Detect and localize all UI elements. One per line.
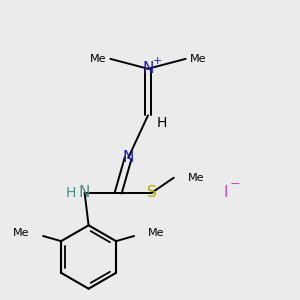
Text: H: H bbox=[157, 116, 167, 130]
Text: N: N bbox=[142, 61, 154, 76]
Text: Me: Me bbox=[188, 173, 204, 183]
Text: Me: Me bbox=[148, 228, 164, 238]
Text: Me: Me bbox=[13, 228, 29, 238]
Text: N: N bbox=[79, 185, 90, 200]
Text: S: S bbox=[147, 185, 157, 200]
Text: Me: Me bbox=[190, 54, 206, 64]
Text: I: I bbox=[223, 185, 227, 200]
Text: H: H bbox=[66, 186, 76, 200]
Text: N: N bbox=[122, 150, 134, 165]
Text: Me: Me bbox=[90, 54, 106, 64]
Text: −: − bbox=[230, 178, 241, 191]
Text: +: + bbox=[153, 56, 163, 66]
